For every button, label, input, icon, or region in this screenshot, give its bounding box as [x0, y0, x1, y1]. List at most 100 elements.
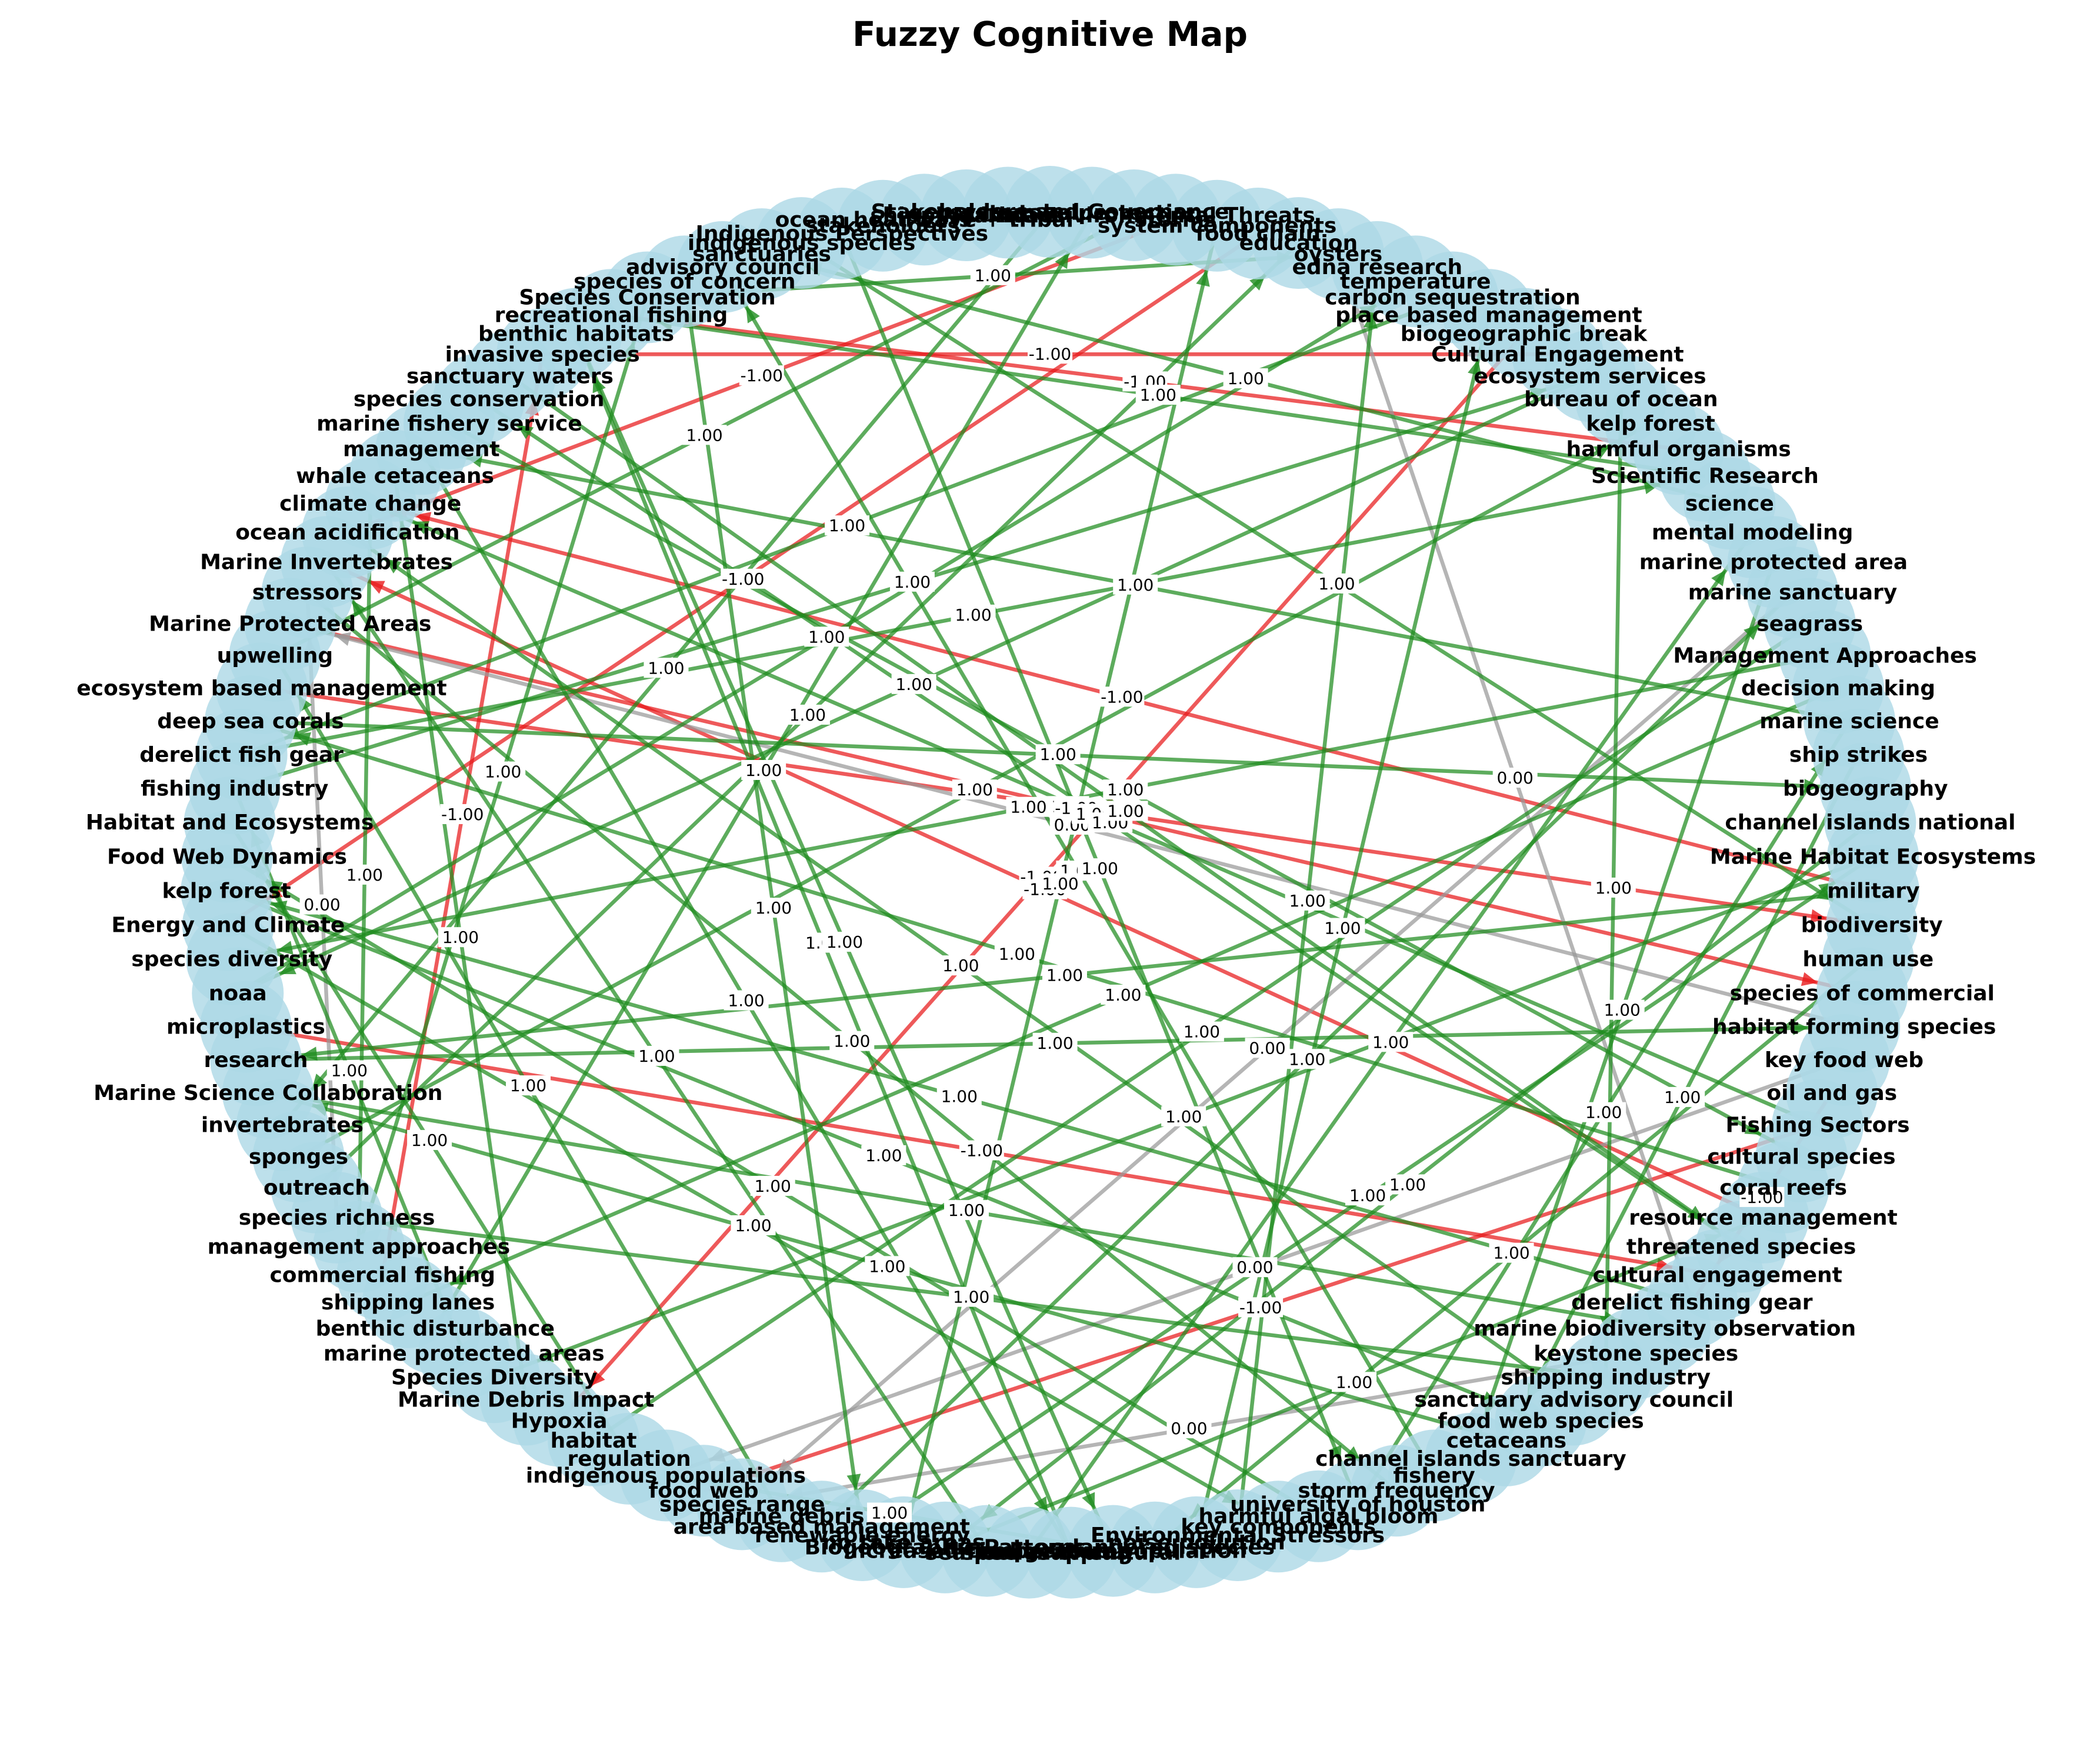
edge-weight-text: 1.00 — [1318, 574, 1355, 594]
node-label-noaa: noaa — [209, 981, 267, 1005]
edge-weight-label-23: 1.00 — [1285, 890, 1330, 911]
edge-weight-label-9: -1.00 — [959, 1140, 1004, 1161]
edge-weight-text: 1.00 — [745, 761, 782, 780]
edge-weight-label-20: 1.00 — [1006, 796, 1051, 817]
edge-weight-text: 1.00 — [829, 516, 865, 535]
edge-weight-text: -1.00 — [1029, 344, 1071, 364]
edge-weight-label-73: 1.00 — [1591, 877, 1636, 898]
node-label-biogeography: biogeography — [1783, 776, 1948, 801]
node-label-marine-invertebrates: Marine Invertebrates — [200, 550, 453, 574]
edge-weight-text: -1.00 — [1101, 687, 1143, 706]
edge-arrow-64 — [1804, 779, 1820, 794]
edge-weight-text: 1.00 — [999, 944, 1035, 963]
edge-weight-bg — [1166, 1418, 1212, 1439]
edge-weight-text: 1.00 — [894, 572, 931, 592]
edge-weight-bg — [1042, 965, 1087, 985]
node-label-sanctuary-waters: sanctuary waters — [406, 364, 614, 388]
edge-weight-label-21: 1.00 — [1161, 1106, 1206, 1126]
edge-weight-text: 1.00 — [1046, 965, 1083, 985]
edge-arrow-55 — [1755, 649, 1772, 664]
edge-weight-text: 1.00 — [346, 865, 383, 885]
edge-weight-label-68: 1.00 — [1103, 801, 1148, 821]
edge-weight-bg — [952, 779, 997, 800]
edge-weight-label-61: 1.00 — [1032, 1032, 1078, 1053]
edge-arrow-13 — [776, 1459, 794, 1475]
edge-weight-label-1: -1.00 — [1122, 371, 1168, 392]
node-label-kelp-forest: kelp forest — [1586, 412, 1715, 436]
edge-weight-label-49: 1.00 — [1368, 1032, 1414, 1052]
node-label-food-web: food web — [649, 1479, 759, 1503]
edge-weight-text: 0.00 — [1236, 1258, 1273, 1277]
edge-weight-text: 1.00 — [941, 1086, 978, 1106]
edge-weight-label-57: 1.00 — [741, 759, 786, 780]
edge-weight-text: 1.00 — [1184, 1022, 1220, 1042]
node-label-endangered-species: endangered species — [1035, 1536, 1275, 1560]
edge-weight-label-35: 1.00 — [1101, 984, 1146, 1005]
node-label-food-chain: food chain — [1195, 222, 1321, 246]
edge-weight-text: -1.00 — [961, 1141, 1003, 1161]
edge-arrow-29 — [312, 1073, 328, 1090]
edge-weight-text: 1.00 — [1595, 878, 1632, 898]
edge-weight-bg — [804, 626, 849, 647]
edge-weight-text: 0.00 — [304, 895, 340, 915]
node-label-energy-and-climate: Energy and Climate — [111, 913, 345, 938]
node-label-benthic-habitats: benthic habitats — [478, 322, 674, 346]
node-label-channel-islands-national: channel islands national — [1725, 811, 2015, 835]
node-label-stakeholders: stakeholders — [806, 214, 960, 238]
figure-title: Fuzzy Cognitive Map — [852, 14, 1248, 54]
node-label-no-take-protection: no take protection — [982, 201, 1202, 225]
node-label-harmful-organisms: harmful organisms — [1566, 438, 1791, 462]
node-label-commercial-fishing: commercial fishing — [269, 1263, 495, 1288]
edge-weight-bg — [1385, 1174, 1431, 1195]
node-label-indigenous-populations: indigenous populations — [526, 1463, 806, 1488]
node-ecosystem-value — [962, 166, 1054, 259]
edge-weight-label-24: 1.00 — [1332, 1372, 1377, 1392]
edge-weight-text: 1.00 — [1107, 801, 1144, 821]
node-label-channel-islands-sanctuary: channel islands sanctuary — [1315, 1447, 1626, 1471]
edge-weight-text: 1.00 — [1107, 780, 1144, 799]
edge-weight-text: 1.00 — [1585, 1103, 1622, 1122]
edge-arrow-50 — [352, 600, 366, 617]
edge-weight-text: 1.00 — [869, 1256, 905, 1276]
node-label-increased-temperatures: increased temperatures — [844, 1539, 1131, 1563]
node-label-resource-management: resource management — [1629, 1206, 1898, 1230]
edge-weight-bg — [741, 759, 786, 780]
node-label-benthic-disturbance: benthic disturbance — [316, 1316, 555, 1341]
edge-weight-text: 1.00 — [1324, 919, 1361, 938]
edge-weight-bg — [724, 990, 769, 1011]
edge-weight-text: 1.00 — [648, 658, 684, 678]
edge-arrow-72 — [1328, 1445, 1342, 1462]
edge-weight-bg — [1101, 984, 1146, 1005]
node-label-ecosystem-services: ecosystem services — [1474, 364, 1706, 388]
node-label-keystone-species: keystone species — [1534, 1342, 1738, 1366]
edge-weight-bg — [1035, 744, 1081, 765]
node-label-storms: storms — [1135, 208, 1217, 232]
node-label-system-components: system components — [1098, 214, 1336, 238]
edge-weight-text: 1.00 — [686, 425, 722, 445]
edge-weight-label-33: 1.00 — [1223, 368, 1268, 389]
edge-weight-bg — [1028, 344, 1072, 364]
edge-weight-bg — [1099, 686, 1145, 707]
edge-arrow-65 — [1345, 1446, 1361, 1462]
edge-weight-bg — [785, 704, 830, 725]
edge-weight-bg — [825, 515, 870, 536]
edge-weight-text: 1.00 — [1289, 891, 1325, 911]
node-label-science: science — [1685, 492, 1774, 516]
edge-weight-bg — [299, 894, 345, 915]
node-label-seagrass: seagrass — [1756, 612, 1863, 636]
node-label-indigenous-perspectives: Indigenous Perspectives — [695, 222, 988, 246]
node-label-shipping-impact: shipping impact — [870, 204, 1062, 228]
node-label-marine-fishery-service: marine fishery service — [316, 412, 582, 436]
edge-arrow-46 — [1468, 359, 1482, 376]
node-label-species-of-concern: species of concern — [574, 269, 795, 294]
edge-weight-bg — [1320, 918, 1365, 938]
edge-arrow-32 — [279, 961, 296, 975]
edge-weight-label-63: 1.00 — [889, 571, 935, 592]
node-label-species-range: species range — [659, 1492, 825, 1516]
edge-weight-text: 1.00 — [1604, 1001, 1640, 1020]
edge-weight-label-81: 1.00 — [865, 1256, 910, 1276]
edge-weight-text: 1.00 — [442, 928, 479, 947]
node-label-biodiversity: biodiversity — [1801, 913, 1943, 938]
node-label-harmful-algal-bloom: harmful algal bloom — [1198, 1505, 1438, 1529]
node-label-food-web-dynamics: Food Web Dynamics — [107, 845, 347, 869]
